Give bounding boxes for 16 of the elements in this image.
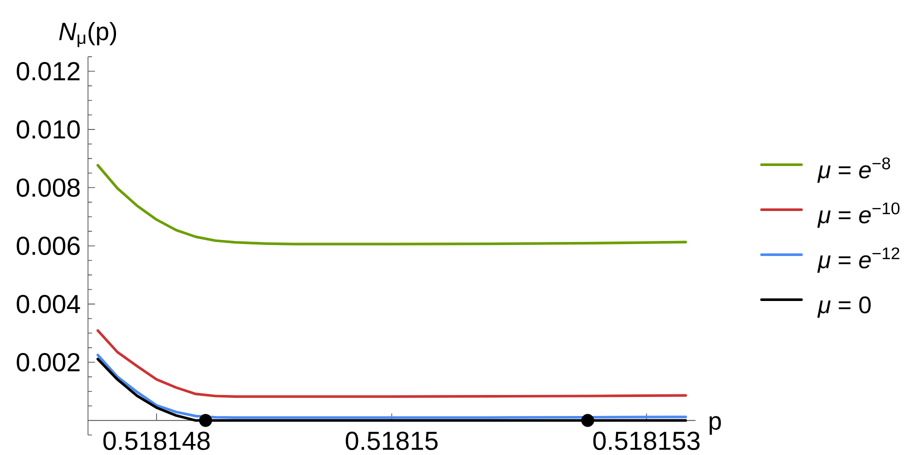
y-axis-title: N$_{μ}$(p) — [59, 22, 116, 48]
y-tick-label: 0.002 — [16, 353, 80, 372]
x-tick-label: 0.518148 — [103, 432, 210, 450]
legend-label: μ = e$^{−8}$ — [817, 157, 890, 183]
y-tick-label: 0.008 — [16, 178, 80, 197]
legend-label: μ = e$^{−10}$ — [817, 202, 900, 228]
y-tick-label: 0.006 — [16, 236, 80, 256]
y-tick-label: 0.010 — [16, 120, 80, 139]
legend-label: μ = e$^{−12}$ — [817, 247, 900, 273]
x-tick-label: 0.51815 — [346, 432, 438, 450]
legend-label: μ = 0 — [817, 296, 871, 318]
y-tick-label: 0.012 — [16, 62, 80, 80]
x-tick-label: 0.518153 — [593, 432, 700, 450]
y-tick-label: 0.004 — [16, 294, 80, 314]
x-axis-title: p — [710, 416, 721, 435]
line-series — [96, 164, 688, 246]
